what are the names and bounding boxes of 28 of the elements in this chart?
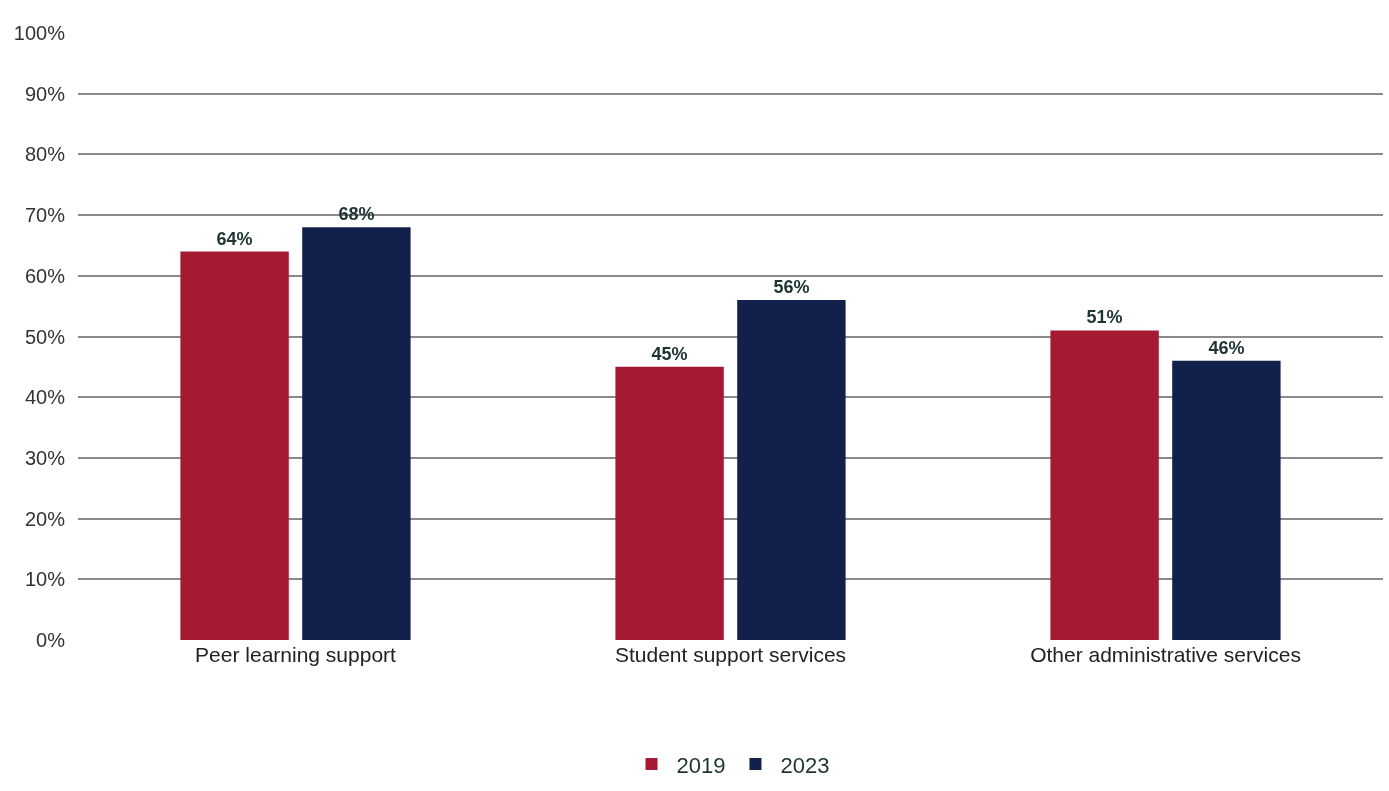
- data-label: 51%: [1086, 307, 1123, 328]
- bar: [302, 227, 411, 640]
- y-tick-label: 100%: [13, 22, 66, 44]
- data-label: 45%: [651, 343, 688, 364]
- bar: [1172, 360, 1281, 640]
- bar: [1050, 330, 1159, 640]
- y-tick-label: 20%: [24, 507, 66, 530]
- x-tick-label: Student support services: [614, 643, 847, 666]
- data-label: 56%: [773, 277, 810, 298]
- bar: [615, 366, 724, 640]
- data-label: 46%: [1208, 337, 1245, 358]
- y-tick-label: 0%: [36, 629, 66, 651]
- data-label: 64%: [216, 228, 253, 249]
- bar: [737, 300, 846, 640]
- y-tick-label: 70%: [24, 204, 66, 227]
- y-tick-label: 40%: [24, 386, 66, 409]
- y-tick-label: 50%: [24, 325, 66, 348]
- y-tick-label: 30%: [24, 446, 66, 469]
- legend-label: 2023: [780, 752, 830, 778]
- y-tick-label: 80%: [24, 143, 66, 166]
- y-tick-label: 90%: [24, 82, 66, 105]
- legend-label: 2019: [676, 752, 726, 778]
- y-tick-label: 10%: [24, 568, 66, 591]
- x-tick-label: Peer learning support: [195, 643, 397, 666]
- x-tick-label: Other administrative services: [1030, 643, 1301, 666]
- data-label: 68%: [338, 204, 375, 225]
- bar: [180, 251, 289, 640]
- y-tick-label: 60%: [24, 264, 66, 287]
